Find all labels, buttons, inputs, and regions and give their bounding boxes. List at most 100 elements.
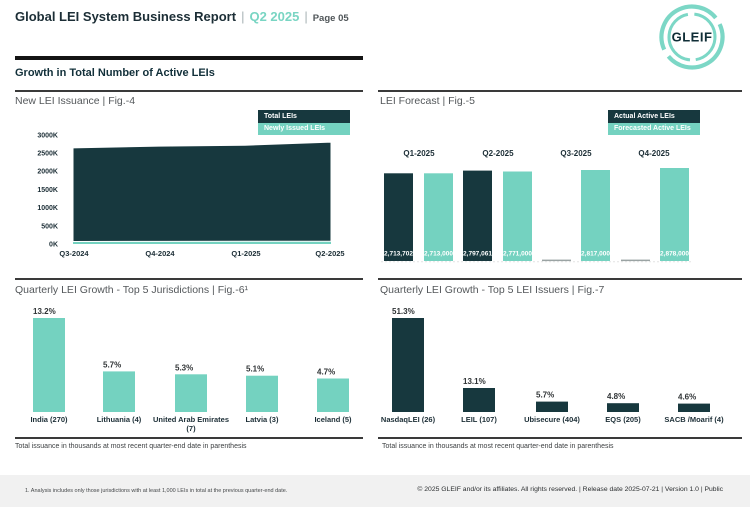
forecast-bar-value: 2,771,000 [503,251,532,258]
legend-item-forecasted-active-leis: Forecasted Active LEIs [608,122,700,135]
panel-top-rule [15,278,363,280]
y-axis-tick: 1500K [37,187,58,194]
panel-title: Quarterly LEI Growth - Top 5 LEI Issuers… [380,284,605,296]
panel-bottom-rule [15,437,363,439]
panel-title: LEI Forecast | Fig.-5 [380,95,475,107]
panel-top-rule [15,90,363,92]
x-axis-label: Q4-2024 [145,249,175,258]
bar-chart-top5-jurisdictions: 13.2% India (270) 5.7% Lithuania (4) 5.3% Uni… [30,307,352,433]
actual-bar-placeholder [542,259,571,262]
percent-label: 51.3% [392,307,415,316]
forecast-bar-value: 2,713,000 [424,251,453,258]
percent-label: 5.3% [175,363,193,372]
legend-item-actual-active-leis: Actual Active LEIs [608,110,700,123]
growth-bar [392,318,424,412]
actual-bar-value: 2,713,702 [384,251,413,258]
category-label: United Arab Emirates [153,415,229,424]
panel-top-rule [378,90,742,92]
x-axis-label: Q3-2024 [59,249,89,258]
growth-bar [536,401,568,412]
percent-label: 5.7% [536,391,554,400]
quarter-label: Q2-2025 [482,149,514,158]
actual-bar-placeholder [621,259,650,262]
percent-label: 4.8% [607,392,625,401]
y-axis-tick: 3000K [37,132,58,139]
forecast-bar [424,173,453,261]
growth-bar [678,403,710,412]
legend-item-total-leis: Total LEIs [258,110,350,123]
gleif-logo-text: GLEIF [672,30,713,45]
page-number: Page 05 [312,13,349,24]
forecast-bar [503,171,532,261]
percent-label: 13.1% [463,377,486,386]
gleif-logo-icon: GLEIF [659,4,725,70]
panel-top5-lei-issuers: Quarterly LEI Growth - Top 5 LEI Issuers… [375,278,750,463]
chart-note: Total issuance in thousands at most rece… [15,443,247,450]
quarter-label: Q4-2025 [638,149,670,158]
y-axis-tick: 2000K [37,169,58,176]
legend-item-newly-issued-leis: Newly Issued LEIs [258,122,350,135]
legend: Actual Active LEIs Forecasted Active LEI… [608,110,700,135]
percent-label: 5.1% [246,365,264,374]
x-axis-label: Q1-2025 [231,249,260,258]
category-label: Ubisecure (404) [524,415,580,424]
header-separator: | [241,9,245,24]
section-heading: Growth in Total Number of Active LEIs [15,67,215,79]
y-axis-tick: 2500K [37,151,58,158]
growth-bar [33,318,65,412]
percent-label: 4.6% [678,393,696,402]
category-label: Latvia (3) [246,415,279,424]
actual-bar [384,173,413,261]
legend: Total LEIs Newly Issued LEIs [258,110,350,135]
growth-bar [103,371,135,412]
bar-chart-lei-forecast: Q1-2025 Q2-2025 Q3-2025 Q4-2025 2,713,702 2,7… [381,149,693,263]
y-axis-tick: 1000K [37,205,58,212]
quarter-label: Q3-2025 [560,149,592,158]
percent-label: 5.7% [103,360,121,369]
panel-title: New LEI Issuance | Fig.-4 [15,95,136,107]
y-axis-tick: 500K [41,223,58,230]
actual-bar-value: 2,797,061 [463,251,492,258]
footnote: 1. Analysis includes only those jurisdic… [25,488,288,494]
growth-bar [607,403,639,412]
panel-new-lei-issuance: New LEI Issuance | Fig.-4 Total LEIs New… [0,88,375,278]
x-axis-label: Q2-2025 [315,249,344,258]
category-label: SACB /Moarif (4) [664,415,724,424]
y-axis-tick: 0K [49,242,58,249]
forecast-bar-value: 2,878,000 [660,251,689,258]
report-quarter: Q2 2025 [249,9,300,24]
forecast-bar [660,168,689,261]
actual-bar [463,170,492,261]
total-leis-area [72,141,332,243]
footer-band: 1. Analysis includes only those jurisdic… [0,475,750,507]
category-label: LEIL (107) [461,415,497,424]
header-separator: | [304,9,308,24]
copyright-line: © 2025 GLEIF and/or its affiliates. All … [417,486,723,493]
panel-lei-forecast: LEI Forecast | Fig.-5 Actual Active LEIs… [375,88,750,278]
forecast-bar [581,170,610,261]
category-label: NasdaqLEI (26) [381,415,436,424]
report-header: Global LEI System Business Report | Q2 202… [15,9,349,24]
chart-note: Total issuance in thousands at most rece… [382,443,614,450]
category-label: India (270) [30,415,68,424]
category-label: Lithuania (4) [97,415,142,424]
category-label: Iceland (5) [314,415,352,424]
panel-top-rule [378,278,742,280]
panel-top5-jurisdictions: Quarterly LEI Growth - Top 5 Jurisdictio… [0,278,375,463]
panel-title: Quarterly LEI Growth - Top 5 Jurisdictio… [15,284,249,296]
growth-bar [175,374,207,412]
growth-bar [246,375,278,412]
percent-label: 13.2% [33,307,56,316]
panel-bottom-rule [378,437,742,439]
category-label: (7) [186,424,196,433]
percent-label: 4.7% [317,368,335,377]
report-title: Global LEI System Business Report [15,9,237,24]
growth-bar [317,378,349,412]
quarter-label: Q1-2025 [403,149,435,158]
growth-bar [463,388,495,412]
header-divider-bar [15,56,363,60]
category-label: EQS (205) [605,415,641,424]
forecast-bar-value: 2,817,000 [581,251,610,258]
